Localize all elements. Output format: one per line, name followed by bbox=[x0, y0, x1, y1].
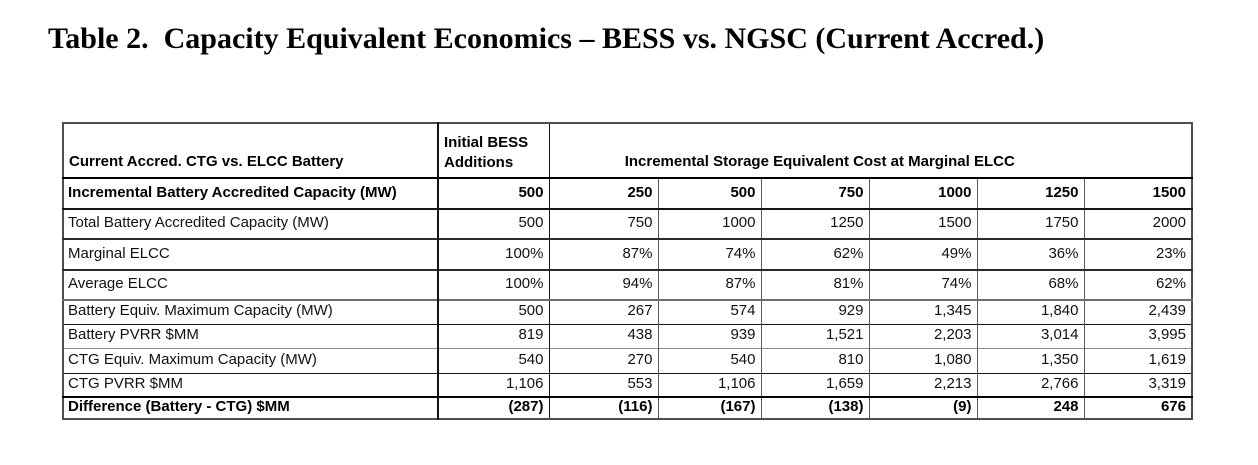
cell-value: (287) bbox=[437, 397, 549, 419]
initial-bess-additions-header: Initial BESS Additions bbox=[437, 123, 549, 178]
cell-value: 62% bbox=[760, 239, 869, 270]
cell-value: 750 bbox=[548, 209, 658, 239]
cell-value: 929 bbox=[760, 300, 869, 324]
incremental-storage-cost-span-header: Incremental Storage Equivalent Cost at M… bbox=[548, 123, 1192, 178]
cell-value: 1250 bbox=[760, 209, 869, 239]
cell-value: 1,080 bbox=[868, 348, 977, 373]
cell-value: 500 bbox=[657, 178, 761, 209]
row-label: Battery PVRR $MM bbox=[68, 326, 199, 344]
table-row: Battery Equiv. Maximum Capacity (MW) 500 2… bbox=[63, 300, 1192, 324]
cell-value: 500 bbox=[437, 209, 549, 239]
cell-value: 1250 bbox=[976, 178, 1084, 209]
cell-value: 267 bbox=[548, 300, 658, 324]
table-row: CTG Equiv. Maximum Capacity (MW) 540 270 54… bbox=[63, 348, 1192, 373]
row-label: Difference (Battery - CTG) $MM bbox=[68, 398, 290, 416]
cell-value: 3,995 bbox=[1083, 324, 1192, 348]
cell-value: 36% bbox=[976, 239, 1084, 270]
row-label: Marginal ELCC bbox=[68, 244, 170, 262]
cell-value: 81% bbox=[760, 270, 869, 300]
cell-value: 270 bbox=[548, 348, 658, 373]
cell-value: 2000 bbox=[1083, 209, 1192, 239]
cell-value: 23% bbox=[1083, 239, 1192, 270]
cell-value: 500 bbox=[437, 178, 549, 209]
cell-value: 87% bbox=[657, 270, 761, 300]
row-label-column-header: Current Accred. CTG vs. ELCC Battery bbox=[69, 153, 344, 171]
row-label: Total Battery Accredited Capacity (MW) bbox=[68, 214, 329, 232]
cell-value: 1500 bbox=[1083, 178, 1192, 209]
cell-value: 1,619 bbox=[1083, 348, 1192, 373]
cell-value: 1,106 bbox=[437, 373, 549, 397]
cell-value: 68% bbox=[976, 270, 1084, 300]
table-row: Incremental Battery Accredited Capacity … bbox=[63, 178, 1192, 209]
cell-value: 62% bbox=[1083, 270, 1192, 300]
cell-value: 49% bbox=[868, 239, 977, 270]
cell-value: 250 bbox=[548, 178, 658, 209]
table-row: Battery PVRR $MM 819 438 939 1,521 2,203 3,014… bbox=[63, 324, 1192, 348]
cell-value: 438 bbox=[548, 324, 658, 348]
capacity-economics-table: Current Accred. CTG vs. ELCC Battery Ini… bbox=[62, 122, 1193, 420]
cell-value: 3,014 bbox=[976, 324, 1084, 348]
cell-value: (167) bbox=[657, 397, 761, 419]
cell-value: 1,521 bbox=[760, 324, 869, 348]
cell-value: (116) bbox=[548, 397, 658, 419]
cell-value: 94% bbox=[548, 270, 658, 300]
cell-value: (9) bbox=[868, 397, 977, 419]
cell-value: 100% bbox=[437, 270, 549, 300]
cell-value: 574 bbox=[657, 300, 761, 324]
cell-value: 3,319 bbox=[1083, 373, 1192, 397]
cell-value: 87% bbox=[548, 239, 658, 270]
row-label: CTG Equiv. Maximum Capacity (MW) bbox=[68, 350, 317, 368]
cell-value: 2,766 bbox=[976, 373, 1084, 397]
table-title: Table 2. Capacity Equivalent Economics –… bbox=[48, 22, 1045, 55]
cell-value: 2,203 bbox=[868, 324, 977, 348]
table-row: Total Battery Accredited Capacity (MW) 50… bbox=[63, 209, 1192, 239]
table-row: Difference (Battery - CTG) $MM (287) (116)… bbox=[63, 397, 1192, 419]
cell-value: 540 bbox=[657, 348, 761, 373]
cell-value: 1,345 bbox=[868, 300, 977, 324]
cell-value: 1,350 bbox=[976, 348, 1084, 373]
cell-value: 1,659 bbox=[760, 373, 869, 397]
cell-value: 74% bbox=[657, 239, 761, 270]
cell-value: 2,213 bbox=[868, 373, 977, 397]
table-row: CTG PVRR $MM 1,106 553 1,106 1,659 2,213 2,766… bbox=[63, 373, 1192, 397]
row-label: Incremental Battery Accredited Capacity … bbox=[68, 183, 397, 201]
row-label: CTG PVRR $MM bbox=[68, 374, 184, 392]
cell-value: 2,439 bbox=[1083, 300, 1192, 324]
cell-value: 553 bbox=[548, 373, 658, 397]
cell-value: 540 bbox=[437, 348, 549, 373]
cell-value: 939 bbox=[657, 324, 761, 348]
header-row: Current Accred. CTG vs. ELCC Battery Ini… bbox=[63, 123, 1192, 178]
cell-value: 1000 bbox=[657, 209, 761, 239]
table-header: Current Accred. CTG vs. ELCC Battery Ini… bbox=[63, 123, 1192, 178]
row-label: Battery Equiv. Maximum Capacity (MW) bbox=[68, 302, 333, 320]
table-body: Incremental Battery Accredited Capacity … bbox=[63, 178, 1192, 419]
cell-value: 810 bbox=[760, 348, 869, 373]
cell-value: (138) bbox=[760, 397, 869, 419]
cell-value: 248 bbox=[976, 397, 1084, 419]
cell-value: 500 bbox=[437, 300, 549, 324]
row-label: Average ELCC bbox=[68, 275, 168, 293]
cell-value: 74% bbox=[868, 270, 977, 300]
cell-value: 676 bbox=[1083, 397, 1192, 419]
cell-value: 1750 bbox=[976, 209, 1084, 239]
cell-value: 819 bbox=[437, 324, 549, 348]
table-row: Average ELCC 100% 94% 87% 81% 74% 68% 62% bbox=[63, 270, 1192, 300]
cell-value: 1000 bbox=[868, 178, 977, 209]
cell-value: 100% bbox=[437, 239, 549, 270]
table-row: Marginal ELCC 100% 87% 74% 62% 49% 36% 23% bbox=[63, 239, 1192, 270]
cell-value: 1,106 bbox=[657, 373, 761, 397]
cell-value: 750 bbox=[760, 178, 869, 209]
cell-value: 1,840 bbox=[976, 300, 1084, 324]
cell-value: 1500 bbox=[868, 209, 977, 239]
